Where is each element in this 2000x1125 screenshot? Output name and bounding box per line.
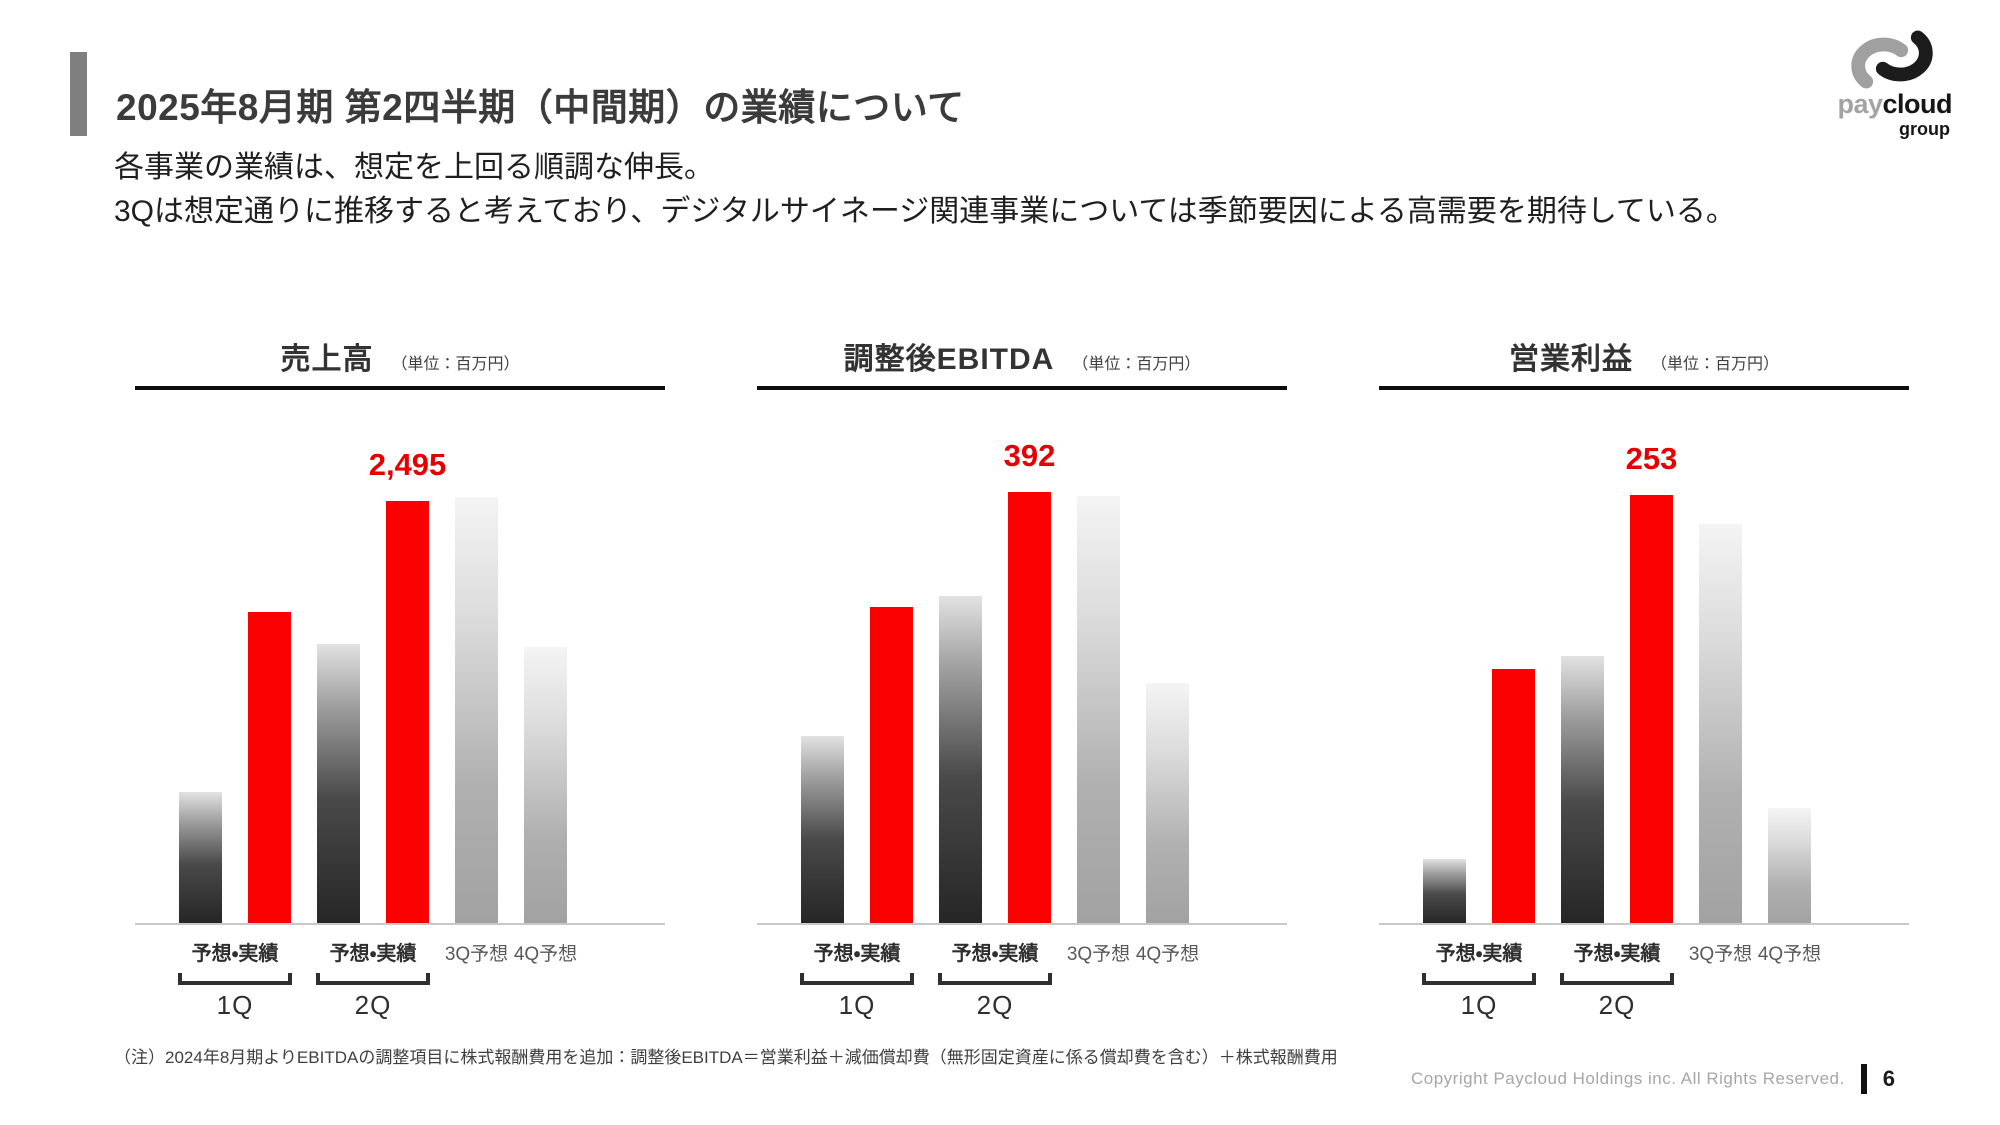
bar-revenue-1Q実績 (248, 612, 291, 923)
axis-group-adjusted-ebitda-1Q: 予想・実績 1Q (800, 937, 914, 1021)
axis-label-3Q予想: 3Q予想 (444, 944, 509, 965)
axis-cell-operating-profit: 4Q予想 (1758, 937, 1821, 1021)
chart-operating-profit: 営業利益 （単位：百万円） 253 予想・実績 1Q 予想・実績 2Q 3Q予想 4Q予想 (1379, 322, 1909, 1021)
copyright-text: Copyright Paycloud Holdings inc. All Rig… (1410, 1069, 1845, 1088)
page-number: 6 (1882, 1066, 1895, 1091)
axis-label-4Q予想: 4Q予想 (513, 944, 578, 965)
bar-value-label-adjusted-ebitda: 392 (1003, 438, 1056, 473)
group-label-2Q: 2Q (976, 990, 1014, 1020)
axis-label-forecast-actual: 予想・実績 (813, 943, 901, 965)
axis-cell-revenue: 3Q予想 (445, 937, 508, 1021)
bar-adjusted-ebitda-4Q予想 (1146, 683, 1189, 923)
axis-group-adjusted-ebitda-2Q: 予想・実績 2Q (938, 937, 1052, 1021)
chart-adjusted-ebitda: 調整後EBITDA （単位：百万円） 392 予想・実績 1Q 予想・実績 2Q 3Q予想 4Q… (757, 322, 1287, 1021)
intro-text: 各事業の業績は、想定を上回る順調な伸長。 3Qは想定通りに推移すると考えており、… (114, 146, 1736, 234)
axis-cell-adjusted-ebitda: 3Q予想 (1067, 937, 1130, 1021)
chart-revenue: 売上高 （単位：百万円） 2,495 予想・実績 1Q 予想・実績 2Q 3Q予想 4Q予想 (135, 322, 665, 1021)
page-number-divider (1860, 1064, 1867, 1094)
bar-revenue-3Q予想 (455, 497, 498, 923)
chart-operating-profit-title: 営業利益 (1508, 343, 1633, 376)
axis-label-forecast-actual: 予想・実績 (329, 943, 417, 965)
axis-cell-revenue: 4Q予想 (514, 937, 577, 1021)
chart-operating-profit-header: 営業利益 （単位：百万円） (1379, 322, 1909, 378)
bar-adjusted-ebitda-1Q実績 (870, 607, 913, 923)
group-label-1Q: 1Q (1460, 990, 1498, 1020)
page-title: 2025年8月期 第2四半期（中間期）の業績について (116, 86, 965, 128)
bar-operating-profit-3Q予想 (1699, 524, 1742, 923)
bar-adjusted-ebitda-2Q実績: 392 (1004, 438, 1055, 923)
group-label-2Q: 2Q (1598, 990, 1636, 1020)
bar-revenue-2Q実績: 2,495 (369, 447, 446, 923)
axis-cell-operating-profit: 3Q予想 (1689, 937, 1752, 1021)
bar-adjusted-ebitda-2Q予想 (939, 596, 982, 923)
axis-label-forecast-actual: 予想・実績 (951, 943, 1039, 965)
bar-revenue-1Q予想 (179, 792, 222, 923)
chart-adjusted-ebitda-x-axis: 予想・実績 1Q 予想・実績 2Q 3Q予想 4Q予想 (757, 937, 1287, 1021)
group-label-1Q: 1Q (838, 990, 876, 1020)
axis-label-forecast-actual: 予想・実績 (191, 943, 279, 965)
chart-adjusted-ebitda-title-underline (757, 386, 1287, 390)
group-bracket (938, 973, 1052, 985)
intro-line-2: 3Qは想定通りに推移すると考えており、デジタルサイネージ関連事業については季節要… (114, 195, 1736, 228)
axis-label-4Q予想: 4Q予想 (1757, 944, 1822, 965)
chart-revenue-header: 売上高 （単位：百万円） (135, 322, 665, 378)
chart-operating-profit-plot: 253 (1379, 390, 1909, 925)
logo-word-pay: pay (1837, 89, 1883, 119)
bar-revenue-4Q予想 (524, 647, 567, 923)
charts-row: 売上高 （単位：百万円） 2,495 予想・実績 1Q 予想・実績 2Q 3Q予想 4Q予想 調整… (135, 322, 1909, 1021)
group-bracket (1422, 973, 1536, 985)
group-label-2Q: 2Q (354, 990, 392, 1020)
axis-group-operating-profit-1Q: 予想・実績 1Q (1422, 937, 1536, 1021)
axis-label-forecast-actual: 予想・実績 (1573, 943, 1661, 965)
axis-group-operating-profit-2Q: 予想・実績 2Q (1560, 937, 1674, 1021)
group-bracket (800, 973, 914, 985)
bar-value-label-operating-profit: 253 (1625, 441, 1678, 476)
chart-operating-profit-unit-label: （単位：百万円） (1650, 356, 1779, 373)
chart-adjusted-ebitda-title: 調整後EBITDA (843, 343, 1055, 376)
axis-label-4Q予想: 4Q予想 (1135, 944, 1200, 965)
bar-value-label-revenue: 2,495 (368, 447, 447, 482)
logo-wordmark: paycloud (1837, 91, 1952, 118)
bar-operating-profit-1Q予想 (1423, 859, 1466, 923)
group-bracket (178, 973, 292, 985)
chart-revenue-title-underline (135, 386, 665, 390)
bar-adjusted-ebitda-3Q予想 (1077, 496, 1120, 923)
bar-adjusted-ebitda-1Q予想 (801, 736, 844, 923)
axis-group-revenue-2Q: 予想・実績 2Q (316, 937, 430, 1021)
bar-operating-profit-1Q実績 (1492, 669, 1535, 923)
paycloud-logo: paycloud group (1837, 30, 1952, 138)
bar-revenue-2Q予想 (317, 644, 360, 923)
chart-adjusted-ebitda-header: 調整後EBITDA （単位：百万円） (757, 322, 1287, 378)
bar-operating-profit-2Q実績: 253 (1626, 441, 1677, 923)
chart-revenue-title: 売上高 (280, 343, 374, 376)
group-bracket (316, 973, 430, 985)
axis-label-3Q予想: 3Q予想 (1066, 944, 1131, 965)
bar-operating-profit-4Q予想 (1768, 808, 1811, 923)
bar-operating-profit-2Q予想 (1561, 656, 1604, 923)
footnote: （注）2024年8月期よりEBITDAの調整項目に株式報酬費用を追加：調整後EB… (114, 1048, 1338, 1067)
chart-operating-profit-x-axis: 予想・実績 1Q 予想・実績 2Q 3Q予想 4Q予想 (1379, 937, 1909, 1021)
axis-label-3Q予想: 3Q予想 (1688, 944, 1753, 965)
chart-revenue-x-axis: 予想・実績 1Q 予想・実績 2Q 3Q予想 4Q予想 (135, 937, 665, 1021)
axis-label-forecast-actual: 予想・実績 (1435, 943, 1523, 965)
chart-adjusted-ebitda-plot: 392 (757, 390, 1287, 925)
intro-line-1: 各事業の業績は、想定を上回る順調な伸長。 (114, 151, 714, 184)
footer: Copyright Paycloud Holdings inc. All Rig… (1411, 1064, 1895, 1094)
chart-revenue-plot: 2,495 (135, 390, 665, 925)
chart-adjusted-ebitda-unit-label: （単位：百万円） (1072, 356, 1201, 373)
chart-operating-profit-title-underline (1379, 386, 1909, 390)
paycloud-mark-icon (1846, 30, 1952, 89)
title-accent-bar (70, 52, 87, 136)
group-label-1Q: 1Q (216, 990, 254, 1020)
group-bracket (1560, 973, 1674, 985)
axis-group-revenue-1Q: 予想・実績 1Q (178, 937, 292, 1021)
logo-word-cloud: cloud (1882, 89, 1953, 119)
chart-revenue-unit-label: （単位：百万円） (391, 356, 520, 373)
axis-cell-adjusted-ebitda: 4Q予想 (1136, 937, 1199, 1021)
logo-sub-group: group (1899, 119, 1950, 139)
